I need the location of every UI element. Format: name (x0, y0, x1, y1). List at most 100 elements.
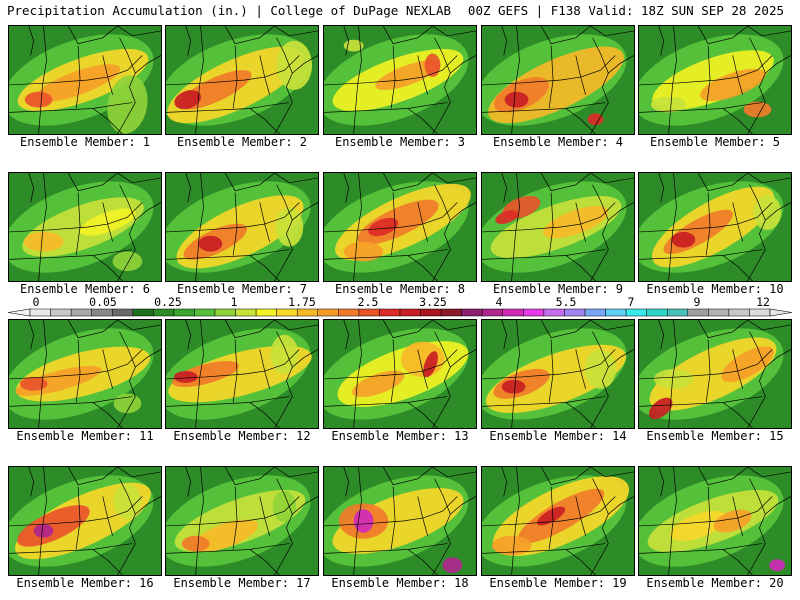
state-boundary (324, 398, 433, 407)
state-boundary (38, 467, 47, 575)
state-boundary (249, 402, 280, 428)
precip-contour (107, 75, 148, 134)
state-boundary (274, 102, 290, 105)
state-boundary (107, 55, 143, 78)
ensemble-map-16 (8, 466, 162, 576)
colorbar-swatch (379, 308, 401, 317)
state-boundary (324, 517, 423, 527)
chart-title: Precipitation Accumulation (in.) | Colle… (7, 3, 452, 18)
state-boundary (390, 192, 396, 256)
state-boundary (38, 26, 47, 134)
coastline (117, 184, 136, 281)
great-lakes-shore (67, 467, 118, 486)
precip-contour (181, 535, 210, 552)
state-boundary (511, 320, 520, 428)
state-boundary (737, 496, 773, 519)
state-boundary (107, 496, 143, 519)
state-boundary (590, 467, 634, 478)
precip-contour (753, 194, 782, 230)
state-boundary (575, 496, 586, 536)
state-boundary (747, 320, 791, 331)
ensemble-map-4 (481, 25, 635, 135)
precip-contour (272, 490, 297, 522)
colorbar-swatch (317, 308, 339, 317)
colorbar-swatch (276, 308, 298, 317)
colorbar-min-arrow (7, 308, 31, 317)
great-lakes-shore (185, 173, 192, 203)
state-boundary (390, 486, 396, 550)
state-boundary (482, 398, 591, 407)
colorbar-tick-label: 2.5 (357, 295, 379, 309)
precip-contour (198, 235, 223, 252)
state-boundary (548, 45, 554, 109)
state-boundary (590, 173, 634, 184)
great-lakes-shore (697, 26, 748, 45)
state-boundary (639, 398, 748, 407)
state-boundary (417, 349, 428, 389)
colorbar-swatch (708, 308, 730, 317)
great-lakes-shore (28, 320, 35, 350)
precip-map (166, 320, 318, 428)
precip-map (639, 26, 791, 134)
coastline (274, 37, 293, 134)
state-boundary (705, 486, 711, 550)
ensemble-member-label: Ensemble Member: 13 (331, 429, 469, 443)
precip-map (482, 467, 634, 575)
state-boundary (259, 55, 270, 95)
precip-map (166, 26, 318, 134)
state-boundary (117, 249, 133, 252)
precip-contour (648, 397, 673, 420)
colorbar-swatch (255, 308, 277, 317)
state-boundary (482, 251, 591, 260)
ensemble-member-label: Ensemble Member: 20 (646, 576, 784, 590)
precip-map (639, 320, 791, 428)
precip-contour (587, 113, 604, 126)
precip-contour (652, 50, 774, 110)
colorbar-swatch (502, 308, 524, 317)
state-boundary (353, 26, 362, 134)
coastline (765, 55, 791, 74)
state-boundary (264, 496, 300, 519)
ensemble-member-label: Ensemble Member: 2 (176, 135, 308, 149)
state-boundary (117, 396, 133, 399)
ensemble-map-11 (8, 319, 162, 429)
coastline (450, 496, 476, 515)
ensemble-map-14 (481, 319, 635, 429)
coastline (747, 331, 766, 428)
ensemble-map-15 (638, 319, 792, 429)
state-boundary (274, 467, 318, 478)
state-boundary (102, 202, 113, 242)
state-boundary (482, 545, 591, 554)
state-boundary (92, 402, 123, 428)
state-boundary (117, 26, 161, 37)
state-boundary (92, 108, 123, 134)
coastline (608, 496, 634, 515)
state-boundary (38, 173, 47, 281)
state-boundary (390, 339, 396, 403)
precip-contour (653, 369, 694, 389)
precip-contour (491, 535, 532, 556)
coastline (135, 55, 161, 74)
ensemble-map-7 (165, 172, 319, 282)
state-boundary (639, 251, 748, 260)
ensemble-map-12 (165, 319, 319, 429)
state-boundary (737, 55, 773, 78)
state-boundary (38, 320, 47, 428)
state-boundary (482, 223, 581, 233)
colorbar-swatch (132, 308, 154, 317)
state-boundary (407, 255, 438, 281)
state-boundary (232, 192, 238, 256)
great-lakes-shore (28, 26, 35, 56)
great-lakes-shore (697, 467, 748, 486)
state-boundary (722, 402, 753, 428)
coastline (765, 202, 791, 221)
precip-contour (79, 208, 136, 236)
coastline (747, 184, 766, 281)
state-boundary (737, 349, 773, 372)
state-boundary (407, 108, 438, 134)
colorbar-tick-label: 4 (495, 295, 503, 309)
state-boundary (166, 545, 275, 554)
ensemble-map-13 (323, 319, 477, 429)
colorbar-swatch (625, 308, 647, 317)
state-boundary (722, 255, 753, 281)
